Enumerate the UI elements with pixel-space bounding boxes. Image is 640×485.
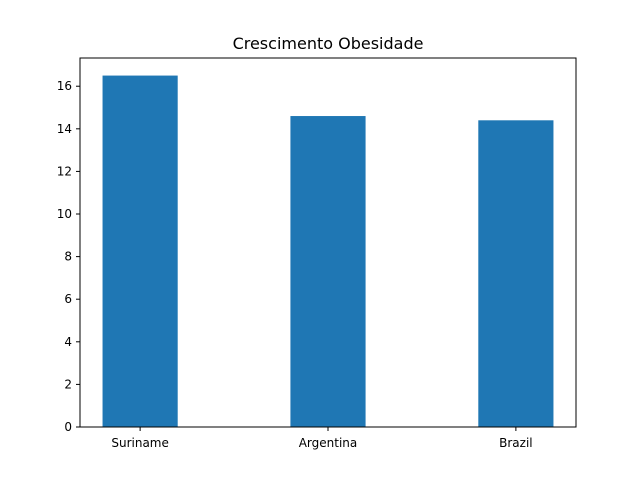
y-tick-label: 12 (57, 164, 72, 178)
bars-layer (102, 75, 554, 428)
bar-argentina (290, 116, 366, 427)
y-tick-label: 2 (64, 377, 72, 391)
y-tick-label: 8 (64, 250, 72, 264)
y-tick-label: 10 (57, 207, 72, 221)
x-tick-label: Suriname (111, 436, 169, 450)
x-tick-label: Brazil (499, 436, 533, 450)
y-axis: 0 2 4 6 8 10 12 14 16 (57, 79, 80, 434)
y-tick-label: 4 (64, 335, 72, 349)
y-tick-label: 6 (64, 292, 72, 306)
chart-title: Crescimento Obesidade (233, 34, 424, 53)
x-tick-label: Argentina (299, 436, 358, 450)
bar-suriname (102, 75, 178, 428)
y-tick-label: 14 (57, 122, 72, 136)
y-tick-label: 16 (57, 79, 72, 93)
bar-brazil (478, 120, 554, 427)
y-tick-label: 0 (64, 420, 72, 434)
x-axis: Suriname Argentina Brazil (111, 427, 533, 450)
